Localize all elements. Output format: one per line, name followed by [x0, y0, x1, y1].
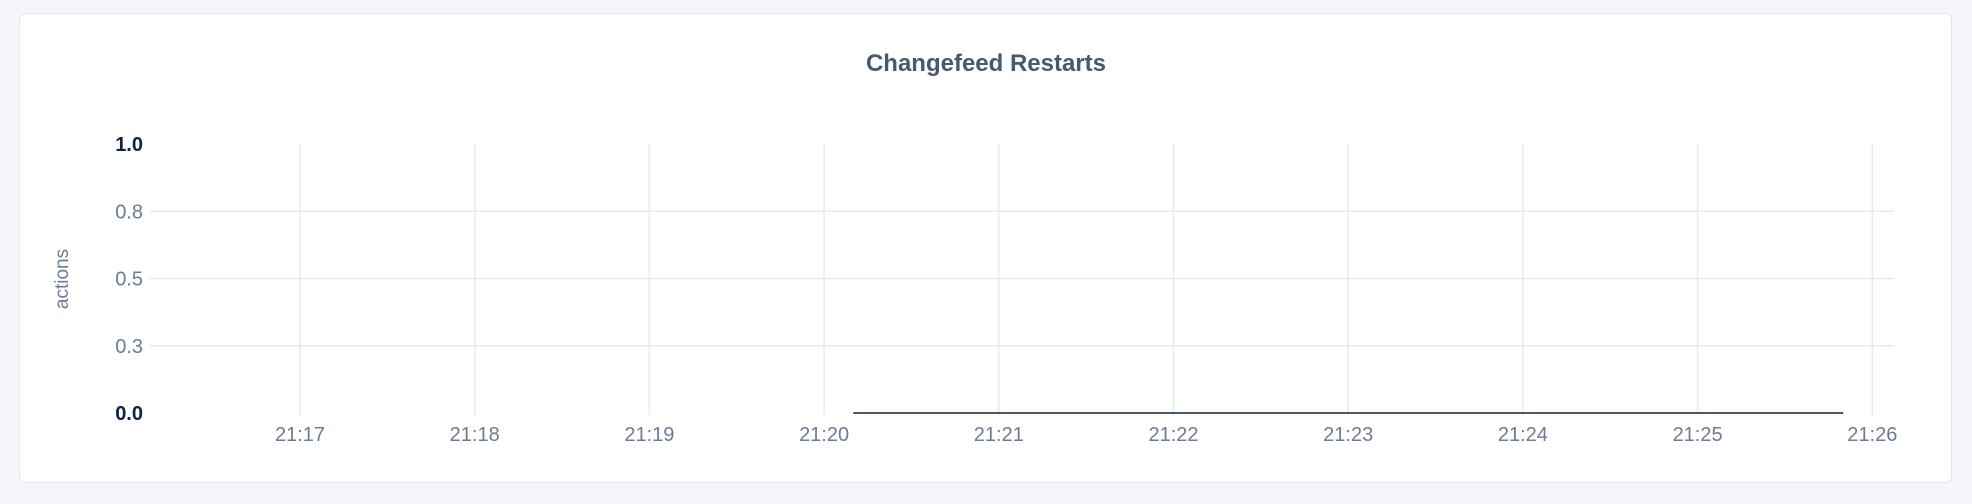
- y-tick-label: 0.5: [115, 269, 143, 291]
- y-tick-label: 0.3: [115, 336, 143, 358]
- x-tick-label: 21:22: [1148, 424, 1198, 446]
- x-tick-label: 21:18: [450, 424, 500, 446]
- x-tick-label: 21:20: [799, 424, 849, 446]
- x-tick-label: 21:24: [1498, 424, 1548, 446]
- x-tick-label: 21:25: [1673, 424, 1723, 446]
- x-tick-label: 21:23: [1323, 424, 1373, 446]
- x-tick-label: 21:26: [1847, 424, 1897, 446]
- chart-title: Changefeed Restarts: [865, 50, 1107, 77]
- y-tick-label: 1.0: [115, 134, 143, 156]
- y-tick-label: 0.8: [115, 201, 143, 223]
- chart-card: [19, 13, 1952, 483]
- x-tick-label: 21:17: [275, 424, 325, 446]
- x-tick-label: 21:19: [624, 424, 674, 446]
- y-tick-label: 0.0: [115, 403, 143, 425]
- x-tick-label: 21:21: [974, 424, 1024, 446]
- y-axis-label: actions: [52, 249, 73, 309]
